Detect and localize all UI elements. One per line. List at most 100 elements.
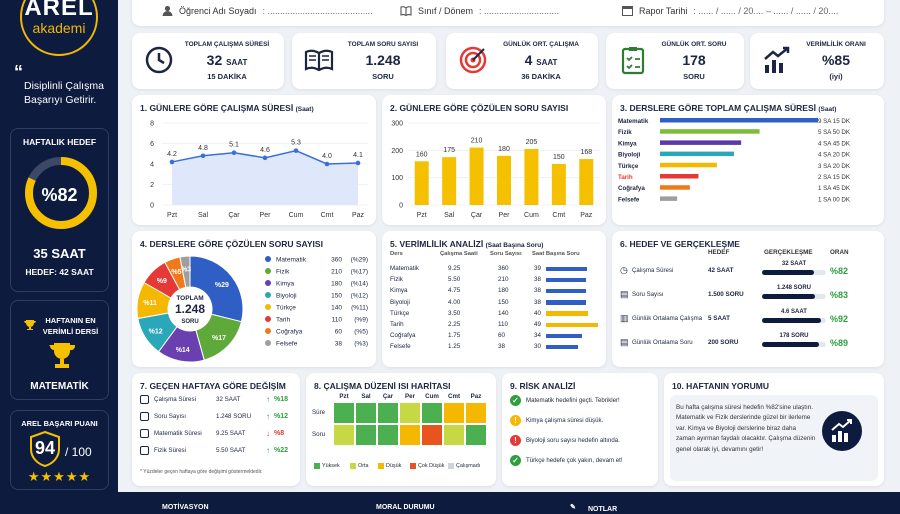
- weekly-goal-percent: %82: [41, 185, 78, 205]
- data-label: 4.6: [260, 147, 270, 154]
- legend-value: 360: [331, 257, 342, 264]
- x-tick-label: Sal: [198, 212, 209, 219]
- clipboard-icon: ▤: [620, 289, 629, 299]
- data-label: 4.0: [322, 153, 332, 160]
- heatmap-cell: [466, 403, 486, 423]
- alert-icon: !: [510, 435, 521, 446]
- user-icon: [162, 5, 173, 16]
- legend-label: Kimya: [276, 281, 294, 288]
- card-title: 9. RİSK ANALİZİ: [510, 381, 576, 391]
- risk-card: 9. RİSK ANALİZİ ✓ Matematik hedefini geçt…: [502, 373, 658, 486]
- x-tick-label: Paz: [580, 212, 593, 219]
- best-subject-title: HAFTANIN EN VERİMLİ DERSİ: [42, 316, 99, 336]
- day-label: Paz: [470, 393, 482, 400]
- hours-cell: 9.25: [448, 265, 461, 272]
- y-tick-label: 300: [391, 121, 403, 128]
- legend-percent: (%17): [351, 269, 368, 276]
- x-tick-label: Çar: [228, 212, 240, 219]
- y-tick-label: 6: [150, 141, 154, 148]
- change-delta: %22: [274, 447, 289, 454]
- day-label: Pzt: [339, 393, 349, 400]
- hours-cell: 1.25: [448, 343, 461, 351]
- card-title: 4. DERSLERE GÖRE ÇÖZÜLEN SORU SAYISI: [140, 239, 323, 249]
- category-label: Coğrafya: [618, 185, 645, 192]
- kpi-value: 178: [682, 52, 706, 68]
- heatmap-cell: [356, 403, 376, 423]
- count-cell: 360: [498, 265, 509, 272]
- class-field[interactable]: Sınıf / Dönem : ........................…: [400, 5, 559, 16]
- risk-text: Matematik hedefini geçti. Tebrikler!: [526, 397, 620, 404]
- legend-swatch: [448, 463, 454, 469]
- kpi-sub: (iyi): [829, 72, 843, 81]
- bar: [497, 155, 511, 205]
- data-label: 205: [526, 139, 538, 146]
- arrow-down-icon: ↓: [266, 429, 270, 438]
- student-name-value: : ......................................…: [262, 5, 373, 16]
- slice-label: %17: [212, 335, 226, 342]
- data-label: 5.3: [291, 140, 301, 147]
- kpi-sub: 36 DAKİKA: [521, 72, 561, 81]
- row-label: Soru: [312, 431, 326, 438]
- table-header: GERÇEKLEŞME: [764, 249, 813, 256]
- category-label: Biyoloji: [618, 152, 641, 159]
- bar: [442, 157, 457, 205]
- report-date-label: Rapor Tarihi: [639, 5, 688, 16]
- hours-cell: 4.75: [448, 287, 461, 295]
- bar-chart-icon: ▥: [620, 313, 629, 323]
- goals-card: 6. HEDEF VE GERÇEKLEŞME HEDEF GERÇEKLEŞME…: [612, 231, 884, 367]
- rate-cell: 30: [534, 343, 542, 351]
- rate-cell: 38: [534, 298, 542, 306]
- goal-target: 200 SORU: [708, 339, 739, 346]
- count-cell: 140: [498, 309, 509, 317]
- x-tick-label: Pzt: [167, 212, 177, 219]
- progress-fill: [762, 270, 815, 275]
- arrow-up-icon: ↑: [266, 446, 270, 455]
- kpi-sub: SORU: [683, 72, 705, 81]
- subject-name: Tarih: [390, 321, 404, 328]
- bar: [660, 185, 690, 190]
- legend-marker: [265, 304, 271, 310]
- change-list: Çalışma Süresi 32 SAAT ↑ %18 Soru Sayısı 1.24…: [132, 395, 300, 475]
- heatmap-cell: [400, 425, 420, 445]
- subject-name: Coğrafya: [390, 332, 416, 340]
- subject-questions-card: 4. DERSLERE GÖRE ÇÖZÜLEN SORU SAYISI %29…: [132, 231, 376, 367]
- check-circle-icon: ✓: [510, 395, 521, 406]
- data-label: 3 SA 20 DK: [818, 163, 851, 170]
- row-icon: [140, 412, 149, 421]
- risk-text: Kimya çalışma süresi düşük.: [526, 417, 604, 424]
- change-delta: %12: [274, 413, 289, 420]
- heatmap-cell: [334, 403, 354, 423]
- legend-percent: (%12): [351, 293, 368, 300]
- bar: [660, 118, 818, 123]
- weekly-goal-target: HEDEF: 42 SAAT: [25, 267, 94, 277]
- kpi-daily-avg-questions: GÜNLÜK ORT. SORU 178 SORU: [606, 33, 744, 89]
- legend-value: 150: [331, 293, 342, 300]
- y-tick-label: 2: [150, 182, 154, 189]
- score-value: 94: [34, 438, 56, 458]
- data-label: 150: [553, 154, 565, 161]
- bar: [660, 151, 734, 157]
- legend-swatch: [314, 463, 320, 469]
- count-cell: 150: [498, 298, 509, 306]
- rate-bar: [546, 311, 589, 316]
- daily-questions-card: 2. GÜNLERE GÖRE ÇÖZÜLEN SORU SAYISI 0 100…: [382, 95, 606, 225]
- bar: [660, 140, 742, 145]
- calendar-icon: [622, 6, 633, 16]
- score-stars: ★★★★★: [27, 469, 92, 484]
- card-title: 7. GEÇEN HAFTAYA GÖRE DEĞİŞİM: [140, 381, 286, 391]
- row-icon: [140, 429, 149, 438]
- kpi-title: TOPLAM SORU SAYISI: [347, 41, 419, 48]
- x-tick-label: Paz: [352, 212, 365, 219]
- legend-label: Türkçe: [276, 305, 296, 312]
- card-title: 2. GÜNLERE GÖRE ÇÖZÜLEN SORU SAYISI: [390, 103, 569, 113]
- student-name-field[interactable]: Öğrenci Adı Soyadı : ...................…: [162, 5, 373, 16]
- rate-bar: [546, 288, 587, 294]
- logo-sub-text: akademi: [32, 20, 86, 36]
- efficiency-table: Ders Çalışma Saati Soru Sayısı Saat Başına …: [382, 251, 606, 363]
- weekly-goal-title: HAFTALIK HEDEF: [22, 137, 97, 147]
- heatmap-cell: [378, 425, 398, 445]
- legend-marker: [265, 268, 271, 274]
- goal-label: Günlük Ortalama Çalışma: [632, 315, 703, 322]
- y-tick-label: 0: [150, 203, 154, 210]
- report-date-field[interactable]: Rapor Tarihi : ...... / ...... / 20.... …: [622, 5, 838, 16]
